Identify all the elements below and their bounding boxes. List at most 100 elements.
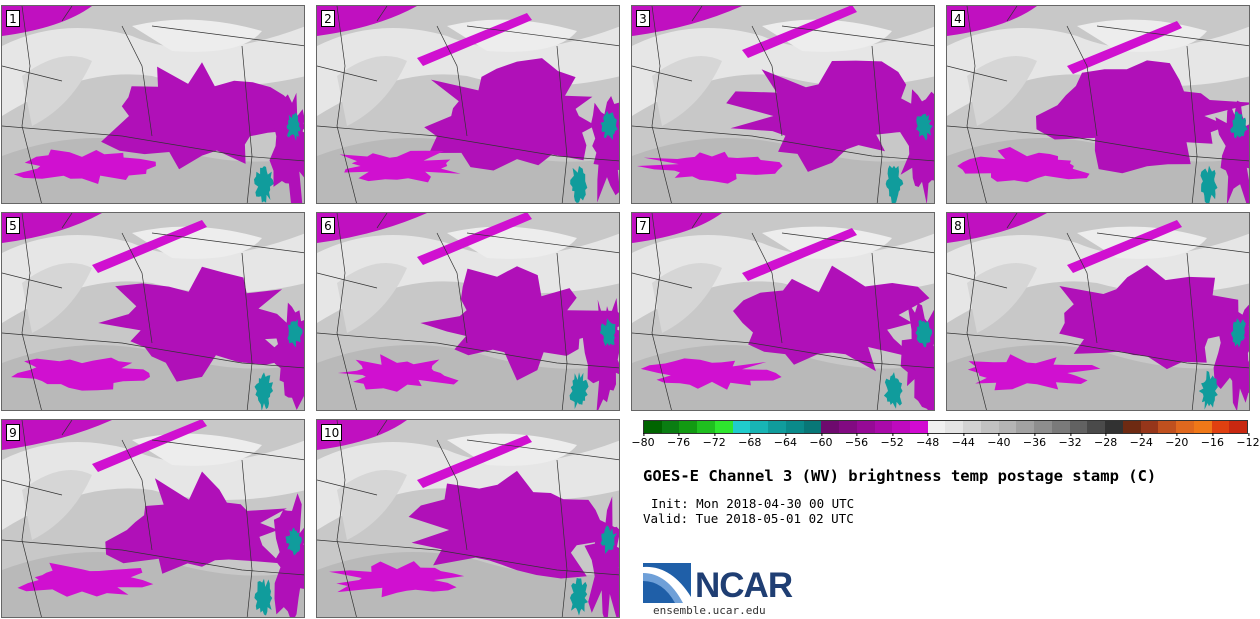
map-boundary [947, 332, 1249, 369]
stamp-panel-7: 7 [631, 212, 935, 411]
map-boundary [966, 6, 987, 203]
map-boundary [2, 539, 304, 576]
cold-cloud-region [947, 213, 1047, 243]
stamp-map [632, 213, 934, 410]
cold-cloud-region [417, 13, 532, 66]
cold-cloud-region [339, 150, 461, 183]
brightness-temp-region [967, 263, 1037, 333]
cold-cloud-region [317, 6, 417, 36]
brightness-temp-region [2, 138, 304, 203]
cold-cloud-region [1059, 265, 1249, 370]
map-boundary [21, 213, 42, 410]
cold-cloud-region [420, 266, 619, 381]
colorbar-segment [714, 421, 733, 433]
colorbar-tick-label: −28 [1094, 433, 1118, 449]
brightness-temp-region [652, 56, 722, 126]
colorbar-segment [963, 421, 981, 433]
colorbar-tick-label: −40 [987, 433, 1011, 449]
stamp-panel-1: 1 [1, 5, 305, 204]
cold-cloud-region [632, 213, 722, 243]
map-boundary [966, 213, 987, 410]
map-boundary [2, 125, 304, 162]
map-boundary [1006, 213, 1018, 229]
map-boundary [632, 125, 934, 162]
map-boundary [241, 459, 253, 617]
panel-number-label: 5 [6, 217, 20, 234]
colorbar-segment [1193, 421, 1212, 433]
map-boundary [317, 272, 378, 289]
stamp-panel-9: 9 [1, 419, 305, 618]
map-boundary [751, 232, 783, 344]
colorbar-segment [927, 421, 946, 433]
cold-cloud-region [17, 562, 154, 597]
map-boundary [871, 45, 883, 203]
stamp-panel-2: 2 [316, 5, 620, 204]
stamp-panel-8: 8 [946, 212, 1250, 411]
colorbar-segment [785, 421, 804, 433]
colorbar-tick-label: −76 [666, 433, 691, 449]
map-boundary [691, 6, 703, 22]
stamp-map [2, 213, 304, 410]
very-cold-region [600, 525, 618, 554]
cold-cloud-region [947, 6, 1037, 36]
cold-cloud-region [636, 151, 783, 184]
map-boundary [1186, 45, 1198, 203]
stamp-panel-5: 5 [1, 212, 305, 411]
map-boundary [61, 420, 73, 436]
colorbar-segment [644, 421, 662, 433]
cold-cloud-region [13, 149, 156, 184]
stamp-panel-4: 4 [946, 5, 1250, 204]
colorbar-tick-label: −32 [1058, 433, 1082, 449]
brightness-temp-region [2, 233, 304, 323]
cold-cloud-region [92, 220, 207, 273]
very-cold-region [254, 166, 274, 203]
colorbar-segment [998, 421, 1017, 433]
cold-cloud-region [92, 420, 207, 472]
brightness-temp-region [967, 56, 1037, 126]
colorbar-segment [980, 421, 999, 433]
stamp-panel-3: 3 [631, 5, 935, 204]
brightness-temp-region [2, 26, 304, 116]
cold-cloud-region [584, 496, 619, 617]
cold-cloud-region [632, 6, 742, 36]
colorbar-tick-label: −12 [1236, 433, 1260, 449]
brightness-temp-region [632, 233, 934, 323]
map-boundary [2, 479, 63, 496]
cold-cloud-region [1067, 21, 1182, 74]
colorbar-segment [892, 421, 911, 433]
cold-cloud-region [98, 266, 304, 382]
map-boundary [781, 232, 934, 254]
very-cold-region [1200, 165, 1218, 203]
colorbar-segment [1069, 421, 1088, 433]
map-boundary [556, 459, 568, 617]
ncar-logo-icon [643, 563, 691, 603]
colorbar-segment [768, 421, 786, 433]
colorbar-segment [856, 421, 875, 433]
map-boundary [376, 420, 388, 436]
colorbar-tick-label: −16 [1200, 433, 1225, 449]
brightness-temp-region [317, 440, 619, 530]
stamp-map [2, 6, 304, 203]
cold-cloud-region [1036, 60, 1249, 174]
map-boundary [121, 25, 153, 137]
brightness-temp-region [632, 345, 934, 410]
very-cold-region [569, 372, 589, 409]
cold-cloud-region [317, 213, 427, 243]
stamp-map [947, 213, 1249, 410]
cold-cloud-region [957, 147, 1090, 183]
colorbar-tick-label: −60 [809, 433, 833, 449]
colorbar-segment [910, 421, 928, 433]
very-cold-region [1230, 318, 1246, 348]
map-boundary [632, 332, 934, 369]
cold-cloud-region [105, 471, 287, 574]
colorbar-segment [1016, 421, 1035, 433]
map-boundary [436, 439, 468, 551]
cold-cloud-region [2, 420, 112, 450]
map-boundary [336, 6, 357, 203]
cold-cloud-region [726, 60, 934, 172]
map-boundary [556, 45, 568, 203]
init-time: Init: Mon 2018-04-30 00 UTC [651, 496, 855, 511]
map-boundary [241, 252, 253, 410]
map-boundary [1186, 252, 1198, 410]
brightness-temp-region [337, 470, 407, 540]
